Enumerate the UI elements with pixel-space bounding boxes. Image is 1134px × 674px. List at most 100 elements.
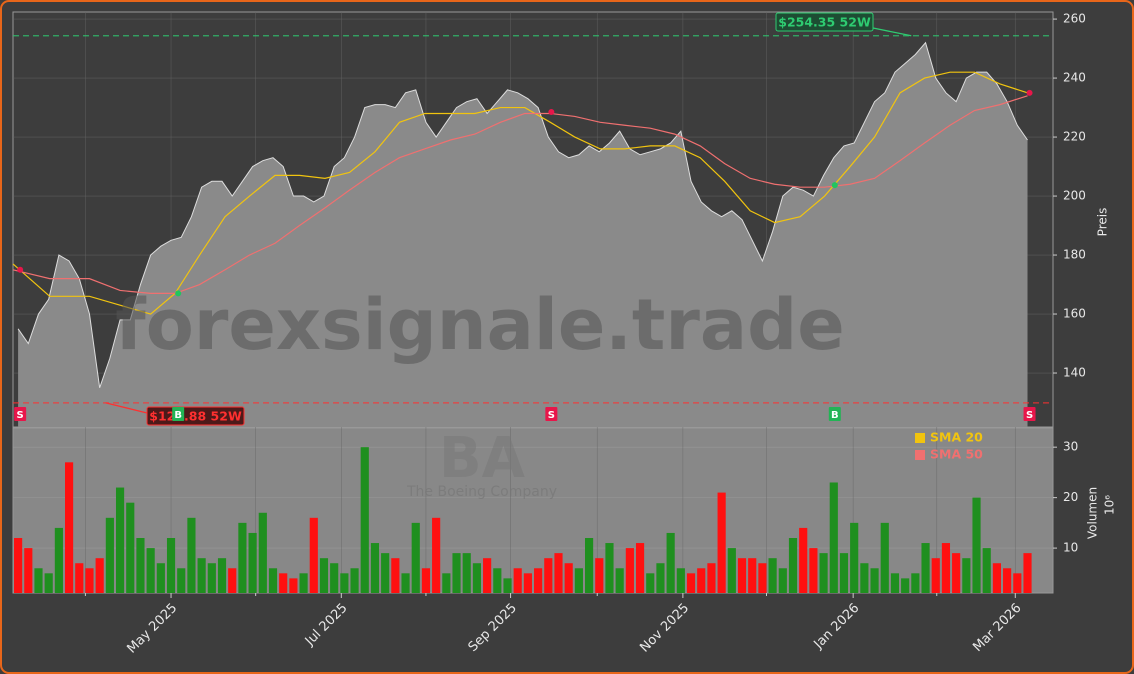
- volume-bar: [421, 568, 431, 593]
- volume-bar: [544, 558, 553, 593]
- volume-bar: [268, 568, 278, 593]
- volume-bar: [574, 568, 583, 593]
- volume-bar: [962, 558, 971, 593]
- y-tick-label: 140: [1063, 366, 1086, 380]
- volume-bar: [564, 563, 573, 593]
- volume-bar: [350, 568, 359, 593]
- volume-bar: [697, 568, 706, 593]
- signal-box: [14, 407, 27, 421]
- volume-bar: [217, 558, 227, 593]
- y-label: Preis: [1096, 208, 1110, 237]
- volume-bar: [707, 563, 716, 593]
- volume-bar: [1023, 553, 1032, 593]
- annotation-text: $254.35 52W: [778, 15, 871, 30]
- volume-bar: [595, 558, 604, 593]
- price-area: [18, 42, 1028, 427]
- crossover-dot: [17, 266, 24, 273]
- volume-bar: [95, 558, 104, 593]
- y-tick-label: 20: [1063, 490, 1078, 504]
- signal-label: S: [1026, 410, 1033, 421]
- signal-label: S: [548, 410, 555, 421]
- volume-bar: [75, 563, 84, 593]
- signal: S: [1023, 407, 1036, 421]
- y-tick-label: 240: [1063, 71, 1086, 85]
- volume-bar: [340, 573, 349, 593]
- price-line: [17, 41, 1028, 388]
- volume-bar: [432, 517, 441, 593]
- y-tick-label: 10: [1063, 541, 1078, 555]
- volume-bar: [605, 543, 614, 593]
- y-tick-label: 160: [1063, 307, 1086, 321]
- volume-bar: [941, 543, 951, 593]
- signal: S: [545, 407, 558, 421]
- volume-bar: [177, 568, 186, 593]
- volume-bar: [686, 573, 696, 593]
- volume-bar: [931, 558, 940, 593]
- volume-bar: [279, 573, 288, 593]
- volume-bar: [24, 548, 33, 593]
- y-tick-label: 180: [1063, 248, 1086, 262]
- volume-bar: [462, 553, 471, 593]
- y-unit: 10⁶: [1103, 495, 1117, 515]
- volume-bar: [391, 558, 400, 593]
- y-label: Volumen: [1086, 487, 1100, 539]
- annotation-arrow: [872, 27, 912, 37]
- volume-bar: [666, 532, 675, 593]
- volume-panel: [12, 427, 1054, 594]
- volume-bar: [105, 517, 114, 593]
- signal: S: [14, 407, 27, 421]
- volume-bar: [309, 517, 318, 593]
- y-tick-label: 260: [1063, 12, 1086, 26]
- crossover-dot: [175, 290, 182, 297]
- volume-bar: [85, 568, 94, 593]
- signal-box: [172, 407, 185, 421]
- legend-label: SMA 50: [930, 447, 983, 462]
- sma-line: [12, 95, 1028, 294]
- volume-bar: [319, 558, 329, 593]
- signal-box: [545, 407, 558, 421]
- signal-label: B: [174, 410, 182, 421]
- volume-bar: [238, 522, 247, 593]
- volume-bar: [452, 553, 461, 593]
- volume-bar: [228, 568, 237, 593]
- volume-bar: [788, 538, 798, 593]
- volume-bar: [625, 548, 634, 593]
- volume-bar: [248, 532, 257, 593]
- volume-bar: [737, 558, 747, 593]
- volume-bar: [901, 578, 910, 593]
- annotation-box: [775, 12, 874, 32]
- volume-bar: [258, 512, 267, 593]
- volume-bar: [880, 522, 889, 593]
- volume-bar: [44, 573, 53, 593]
- volume-bar: [646, 573, 655, 593]
- symbol: BA: [439, 426, 526, 491]
- volume-bar: [330, 563, 339, 593]
- volume-bar: [136, 538, 145, 593]
- volume-bar: [472, 563, 481, 593]
- signal-label: B: [831, 410, 839, 421]
- volume-bar: [952, 553, 961, 593]
- signal: B: [828, 407, 841, 421]
- volume-bar: [727, 548, 736, 593]
- volume-bar: [890, 573, 900, 593]
- volume-bar: [370, 543, 380, 593]
- y-tick-label: 30: [1063, 440, 1078, 454]
- crossover-dot: [548, 108, 555, 115]
- volume-bar: [615, 568, 624, 593]
- volume-bar: [635, 543, 645, 593]
- volume-bar: [207, 563, 216, 593]
- volume-bar: [493, 568, 502, 593]
- signal-box: [1023, 407, 1036, 421]
- volume-bar: [503, 578, 512, 593]
- crossover-dot: [1026, 89, 1033, 96]
- volume-bar: [411, 522, 420, 593]
- annotation-box: [146, 406, 245, 426]
- volume-bar: [676, 568, 685, 593]
- volume-bar: [911, 573, 920, 593]
- volume-bar: [1003, 568, 1012, 593]
- volume-bar: [554, 553, 563, 593]
- volume-bar: [34, 568, 43, 593]
- volume-bar: [799, 527, 808, 593]
- volume-bar: [717, 492, 726, 593]
- sma-line: [12, 71, 1028, 315]
